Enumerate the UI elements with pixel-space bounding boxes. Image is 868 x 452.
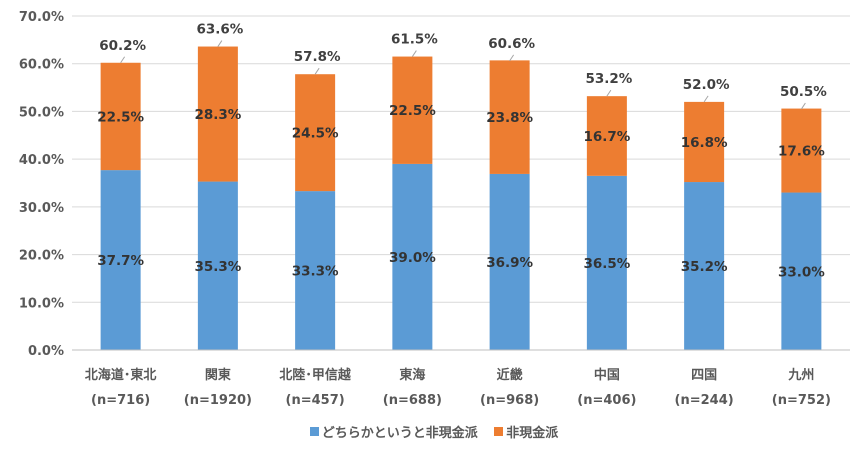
x-category-label: 四国 [691, 368, 717, 383]
legend-item-series-2: 非現金派 [494, 422, 558, 441]
x-category-sample-size: (n=457) [286, 393, 345, 408]
bars [100, 46, 822, 350]
bar-segment-series-1 [586, 175, 627, 350]
bar-segment-series-2 [197, 46, 238, 182]
legend-label-series-1: どちらかというと非現金派 [321, 426, 478, 441]
gridlines [72, 15, 850, 351]
total-leader-line [314, 67, 320, 75]
bar-segment-series-1 [100, 170, 141, 350]
y-tick-label: 30.0% [19, 201, 64, 216]
total-label: 53.2% [585, 71, 632, 87]
data-label-series-1: 35.2% [681, 259, 728, 275]
data-label-series-2: 16.8% [681, 135, 728, 151]
data-label-series-1: 39.0% [389, 250, 436, 266]
data-label-series-1: 33.0% [778, 264, 825, 280]
x-category-sample-size: (n=406) [577, 393, 636, 408]
bar-segment-series-2 [295, 74, 336, 192]
total-leader-line [120, 56, 126, 64]
bar-segment-series-1 [684, 182, 725, 350]
x-category-label: 北陸･甲信越 [279, 367, 352, 383]
legend-swatch-series-1 [309, 427, 319, 436]
total-label: 63.6% [196, 22, 243, 38]
bar-segment-series-2 [586, 96, 627, 176]
bar-segment-series-2 [100, 62, 141, 171]
y-tick-label: 10.0% [19, 296, 64, 311]
y-tick-label: 70.0% [19, 10, 64, 25]
x-category-sample-size: (n=716) [91, 393, 150, 408]
total-label: 60.2% [99, 38, 146, 54]
y-tick-label: 20.0% [19, 249, 64, 264]
data-label-series-1: 33.3% [292, 264, 339, 280]
y-tick-label: 60.0% [19, 58, 64, 73]
x-category-sample-size: (n=968) [480, 393, 539, 408]
x-category-sample-size: (n=688) [383, 393, 442, 408]
x-axis: 北海道･東北 (n=716) 関東 (n=1920) 北陸･甲信越 (n=457) 東海 (n… [72, 349, 850, 408]
total-leader-line [800, 102, 806, 110]
bar-segment-series-1 [295, 191, 336, 350]
total-label: 57.8% [294, 49, 341, 65]
data-label-series-1: 36.9% [486, 255, 533, 271]
x-category-label: 九州 [787, 368, 814, 383]
bar-segment-series-1 [392, 163, 433, 350]
total-leader-line [411, 50, 417, 57]
data-label-series-1: 35.3% [194, 259, 241, 275]
data-label-series-1: 36.5% [583, 256, 630, 272]
total-leader-line [606, 89, 612, 97]
data-label-series-2: 16.7% [583, 129, 630, 145]
data-label-series-2: 28.3% [194, 107, 241, 123]
bar-segment-series-2 [781, 108, 822, 193]
total-leader-line [217, 40, 223, 47]
data-label-series-1: 37.7% [97, 253, 144, 269]
data-label-series-2: 22.5% [97, 109, 144, 125]
total-label: 52.0% [683, 77, 730, 93]
data-label-series-2: 17.6% [778, 144, 825, 160]
y-tick-label: 50.0% [19, 105, 64, 120]
x-category-label: 東海 [399, 367, 425, 383]
bar-segment-series-2 [684, 101, 725, 183]
x-category-label: 関東 [205, 367, 231, 383]
legend-swatch-series-2 [494, 427, 504, 436]
data-labels: 37.7% 22.5% 60.2% 35.3% 28.3% 63.6% 33.3% 24.5%… [97, 22, 827, 281]
data-label-series-2: 24.5% [292, 126, 339, 142]
x-category-label: 近畿 [497, 367, 523, 383]
data-label-series-2: 22.5% [389, 103, 436, 119]
total-label: 50.5% [780, 84, 827, 100]
total-leader-line [703, 95, 709, 103]
x-category-sample-size: (n=244) [675, 393, 734, 408]
bar-segment-series-2 [392, 56, 433, 164]
x-category-sample-size: (n=1920) [184, 393, 252, 408]
data-label-series-2: 23.8% [486, 110, 533, 126]
total-label: 60.6% [488, 36, 535, 52]
legend-label-series-2: 非現金派 [506, 426, 559, 441]
legend-item-series-1: どちらかというと非現金派 [309, 422, 478, 441]
bar-segment-series-2 [489, 60, 530, 174]
x-category-label: 中国 [594, 367, 620, 383]
legend: どちらかというと非現金派 非現金派 [0, 422, 868, 441]
total-label: 61.5% [391, 32, 438, 48]
y-tick-label: 40.0% [19, 153, 64, 168]
y-axis: 0.0% 10.0% 20.0% 30.0% 40.0% 50.0% 60.0% 70.0% [19, 10, 64, 359]
x-category-label: 北海道･東北 [85, 367, 157, 383]
total-leader-line [509, 54, 515, 62]
bar-segment-series-1 [781, 192, 822, 350]
y-tick-label: 0.0% [28, 344, 64, 359]
x-category-sample-size: (n=752) [772, 393, 831, 408]
bar-segment-series-1 [197, 181, 238, 350]
bar-segment-series-1 [489, 173, 530, 350]
